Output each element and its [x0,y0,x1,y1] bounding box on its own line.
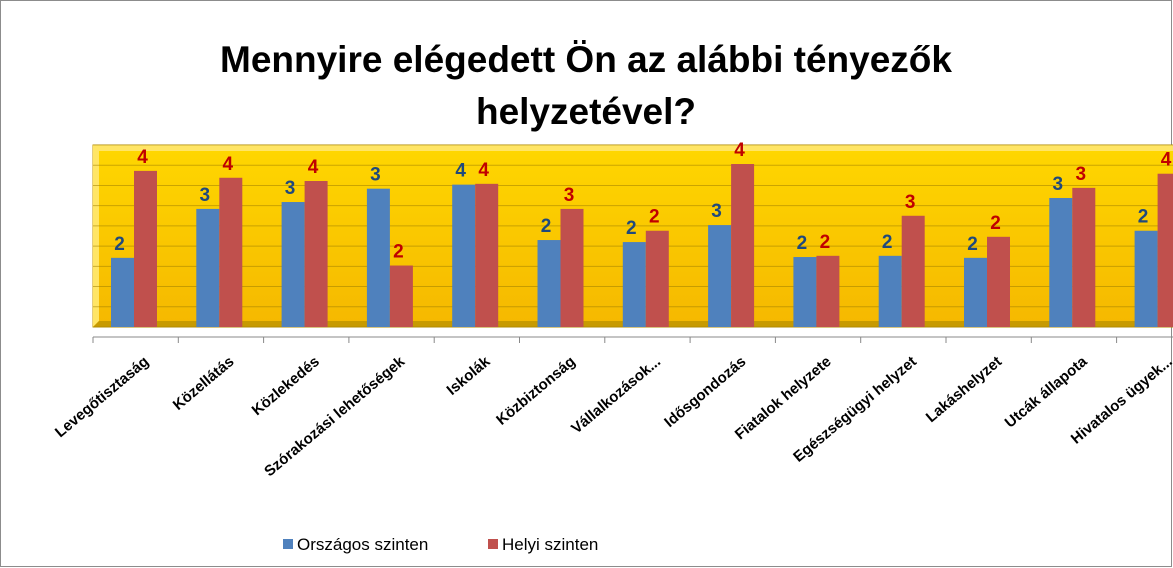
bar [878,255,902,327]
bar [1049,197,1073,327]
bar [987,236,1010,327]
data-label: 2 [990,213,1001,234]
bar [452,184,476,327]
legend-label: Helyi szinten [502,535,598,554]
data-label: 4 [223,154,234,175]
data-label: 3 [1053,174,1064,195]
bar [1072,187,1096,327]
bar [793,257,817,327]
bar [111,257,134,327]
bar [389,265,413,327]
legend-swatch [283,539,293,549]
data-label: 2 [541,216,552,237]
bar [1157,173,1173,327]
data-label: 4 [478,160,489,181]
data-label: 3 [200,185,211,206]
legend-swatch [488,539,498,549]
bar [196,208,220,327]
chart-title: Mennyire elégedett Ön az alábbi tényezők… [220,39,952,132]
data-label: 2 [797,233,808,254]
bar [219,177,243,327]
data-label: 2 [393,242,404,263]
bar [1134,230,1158,327]
bar [622,242,646,327]
data-label: 3 [564,185,575,206]
data-label: 2 [882,232,893,253]
data-label: 4 [308,157,319,178]
bar [304,180,328,327]
bar [708,225,732,327]
data-label: 3 [905,192,916,213]
data-label: 2 [114,234,125,255]
bar [134,170,157,327]
data-label: 4 [734,140,745,161]
bar [645,230,669,327]
data-label: 3 [1076,164,1087,185]
bar [816,255,840,327]
bar [901,215,925,327]
data-label: 3 [370,165,381,186]
bar [537,240,561,327]
data-label: 2 [649,207,660,228]
bar [560,208,584,327]
data-label: 4 [455,161,466,182]
legend-label: Országos szinten [297,535,428,554]
bar [475,183,499,327]
data-label: 2 [1138,207,1149,228]
data-label: 3 [711,201,722,222]
data-label: 2 [967,234,978,255]
bar [964,257,987,327]
bar [366,188,390,327]
data-label: 4 [137,147,148,168]
data-label: 3 [285,178,296,199]
bar [731,164,755,327]
data-label: 4 [1161,150,1172,171]
data-label: 2 [626,218,637,239]
data-label: 2 [820,232,831,253]
bar [281,202,305,327]
